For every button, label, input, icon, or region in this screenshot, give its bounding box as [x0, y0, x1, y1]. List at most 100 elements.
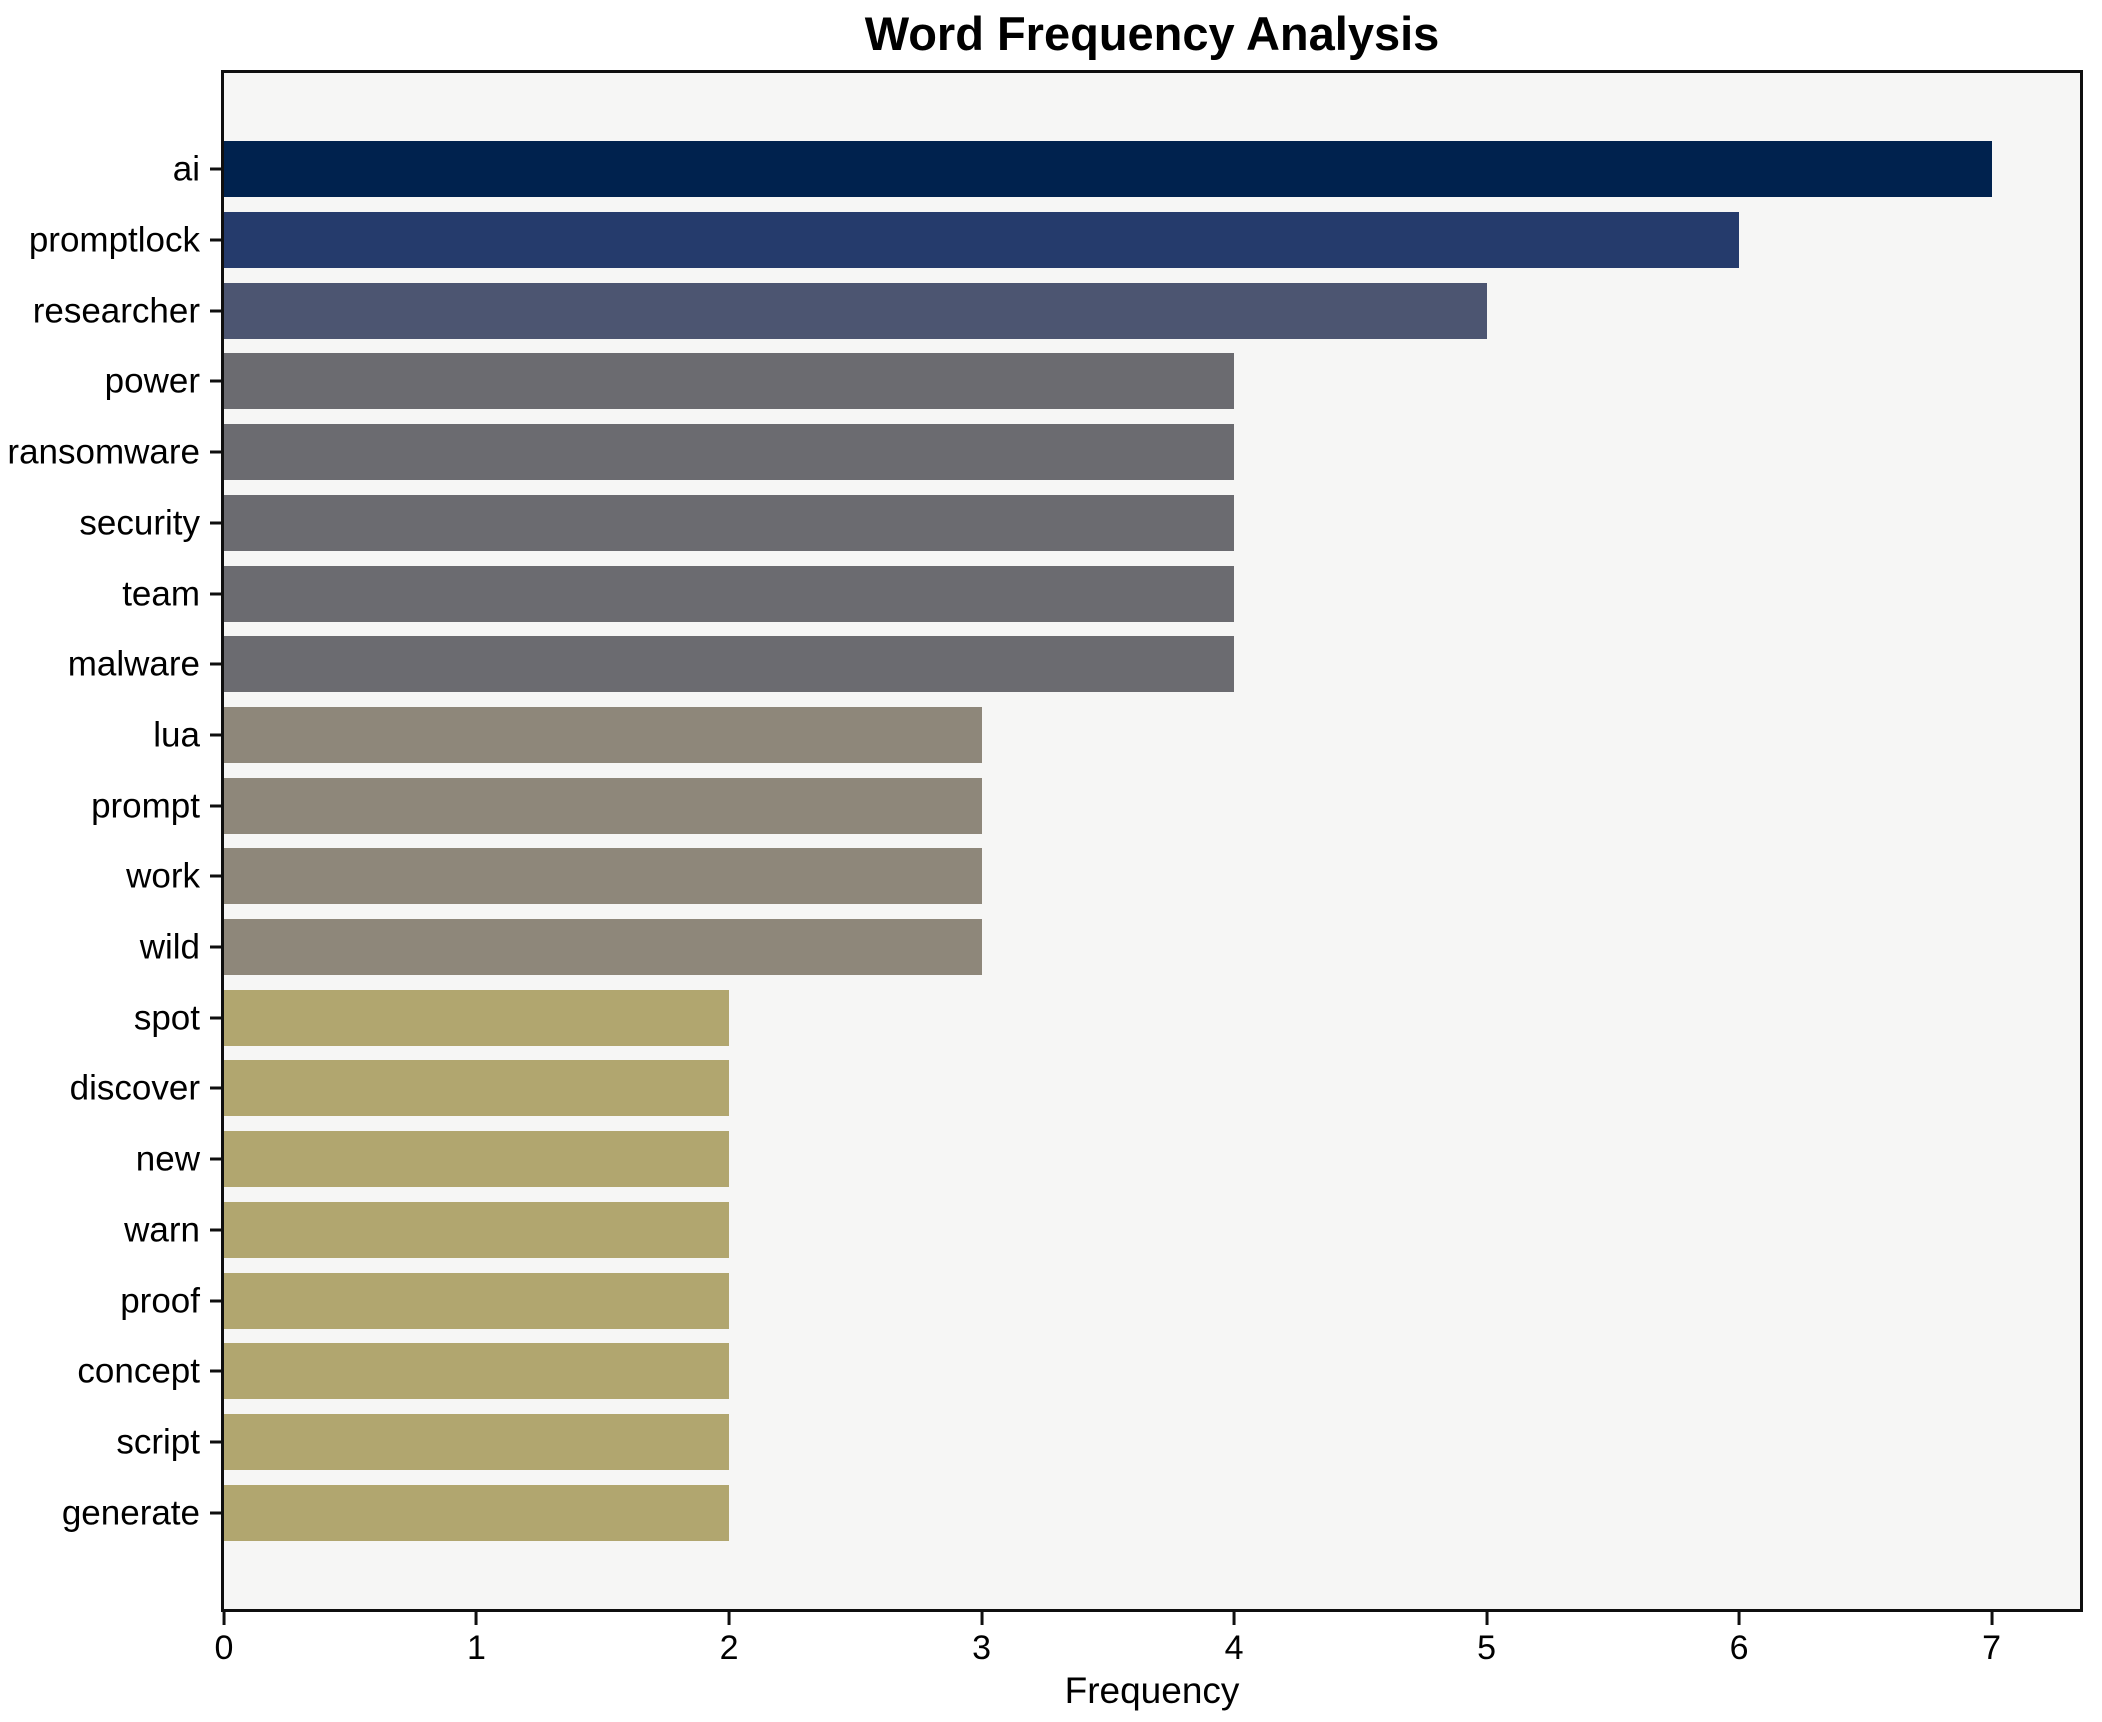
bar-row: concept: [77, 1336, 2080, 1407]
y-axis-category-label: new: [135, 1139, 200, 1179]
y-axis-category-label: prompt: [91, 786, 200, 826]
y-tick-mark: [210, 309, 221, 313]
bar-row: script: [116, 1407, 2080, 1478]
frequency-bar: [224, 282, 1487, 339]
y-tick-mark: [210, 874, 221, 878]
frequency-bar: [224, 212, 1740, 269]
y-tick-mark: [210, 238, 221, 242]
y-tick-mark: [210, 804, 221, 808]
frequency-bar: [224, 494, 1235, 551]
x-tick-label: 6: [1729, 1629, 1749, 1667]
bar-row: work: [126, 841, 2080, 912]
x-tick-label: 3: [972, 1629, 992, 1667]
x-tick: 4: [1225, 1612, 1244, 1665]
x-tick-label: 7: [1982, 1629, 2002, 1667]
bar-row: lua: [153, 700, 2080, 771]
frequency-bar: [224, 1414, 730, 1470]
y-tick-mark: [210, 521, 221, 525]
x-tick: 0: [214, 1612, 234, 1667]
y-tick-mark: [210, 733, 221, 737]
frequency-bar: [224, 706, 982, 763]
bar-row: prompt: [91, 770, 2080, 841]
y-tick-mark: [210, 1016, 221, 1020]
bar-row: ai: [173, 134, 2080, 205]
bar-row: discover: [70, 1053, 2080, 1124]
bar-row: malware: [68, 629, 2080, 700]
y-axis-category-label: researcher: [32, 291, 200, 331]
frequency-bar: [224, 141, 1992, 198]
y-tick-mark: [210, 1228, 221, 1232]
y-axis-category-label: warn: [124, 1210, 200, 1250]
frequency-bar: [224, 565, 1235, 622]
bar-row: generate: [62, 1477, 2080, 1548]
y-axis-category-label: lua: [153, 715, 200, 755]
bar-row: promptlock: [29, 205, 2080, 276]
frequency-bar: [224, 1201, 730, 1258]
frequency-bar: [224, 1272, 730, 1329]
y-tick-mark: [210, 592, 221, 596]
frequency-bar: [224, 848, 982, 905]
x-tick-mark: [727, 1612, 731, 1625]
x-tick-mark: [1990, 1612, 1994, 1625]
x-tick-label: 0: [214, 1629, 234, 1667]
x-tick-label: 5: [1477, 1629, 1497, 1667]
y-axis-category-label: malware: [67, 644, 200, 684]
x-tick-label: 2: [719, 1629, 739, 1667]
bar-row: security: [79, 488, 2080, 559]
x-tick: 2: [719, 1612, 739, 1667]
frequency-bar: [224, 989, 730, 1046]
x-tick-mark: [1737, 1612, 1741, 1625]
x-tick-mark: [1485, 1612, 1489, 1625]
frequency-bar: [224, 1484, 730, 1541]
y-tick-mark: [210, 379, 221, 383]
y-tick-mark: [210, 167, 221, 171]
bar-row: proof: [120, 1265, 2080, 1336]
y-tick-mark: [210, 1086, 221, 1090]
y-tick-mark: [210, 662, 221, 666]
y-axis-category-label: concept: [77, 1351, 200, 1391]
y-axis-category-label: generate: [61, 1493, 200, 1533]
x-tick-label: 4: [1224, 1629, 1244, 1667]
y-tick-mark: [210, 1440, 221, 1444]
x-tick-mark: [980, 1612, 984, 1625]
x-tick-mark: [1232, 1612, 1236, 1625]
y-axis-category-label: ransomware: [7, 432, 200, 472]
y-axis-category-label: spot: [133, 998, 200, 1038]
bar-row: warn: [124, 1195, 2080, 1266]
bar-row: power: [105, 346, 2080, 417]
bar-row: ransomware: [7, 417, 2080, 488]
y-tick-mark: [210, 945, 221, 949]
y-tick-mark: [210, 1369, 221, 1373]
frequency-bar: [224, 1343, 730, 1400]
y-axis-category-label: discover: [69, 1068, 200, 1108]
y-axis-category-label: security: [79, 503, 200, 543]
y-axis-category-label: ai: [172, 149, 200, 189]
x-tick: 5: [1477, 1612, 1496, 1665]
y-axis-category-label: work: [126, 856, 200, 896]
x-tick: 6: [1730, 1612, 1749, 1665]
x-axis-title: Frequency: [1064, 1670, 1240, 1711]
y-tick-mark: [210, 1157, 221, 1161]
y-axis-category-label: promptlock: [28, 220, 200, 260]
plot-area: ai promptlock researcher power ransomware sec…: [7, 70, 2083, 1612]
frequency-bar: [224, 919, 982, 976]
frequency-bar: [224, 1060, 730, 1117]
x-tick-mark: [222, 1612, 226, 1625]
y-tick-mark: [210, 1511, 221, 1515]
bar-row: team: [122, 558, 2080, 629]
y-tick-mark: [210, 450, 221, 454]
bar-row: researcher: [33, 275, 2080, 346]
bar-row: wild: [140, 912, 2080, 983]
x-axis: 0 1 2 3 4 5 6 7: [215, 1612, 2080, 1692]
frequency-bar: [224, 636, 1235, 693]
bar-row: new: [136, 1124, 2080, 1195]
bar-row: spot: [134, 982, 2080, 1053]
x-tick: 1: [467, 1612, 486, 1665]
y-axis-category-label: wild: [139, 927, 200, 967]
frequency-bar: [224, 353, 1235, 410]
x-tick: 7: [1982, 1612, 2001, 1665]
y-axis-category-label: team: [122, 574, 200, 614]
y-axis-category-label: script: [116, 1422, 200, 1462]
x-tick-mark: [475, 1612, 479, 1625]
